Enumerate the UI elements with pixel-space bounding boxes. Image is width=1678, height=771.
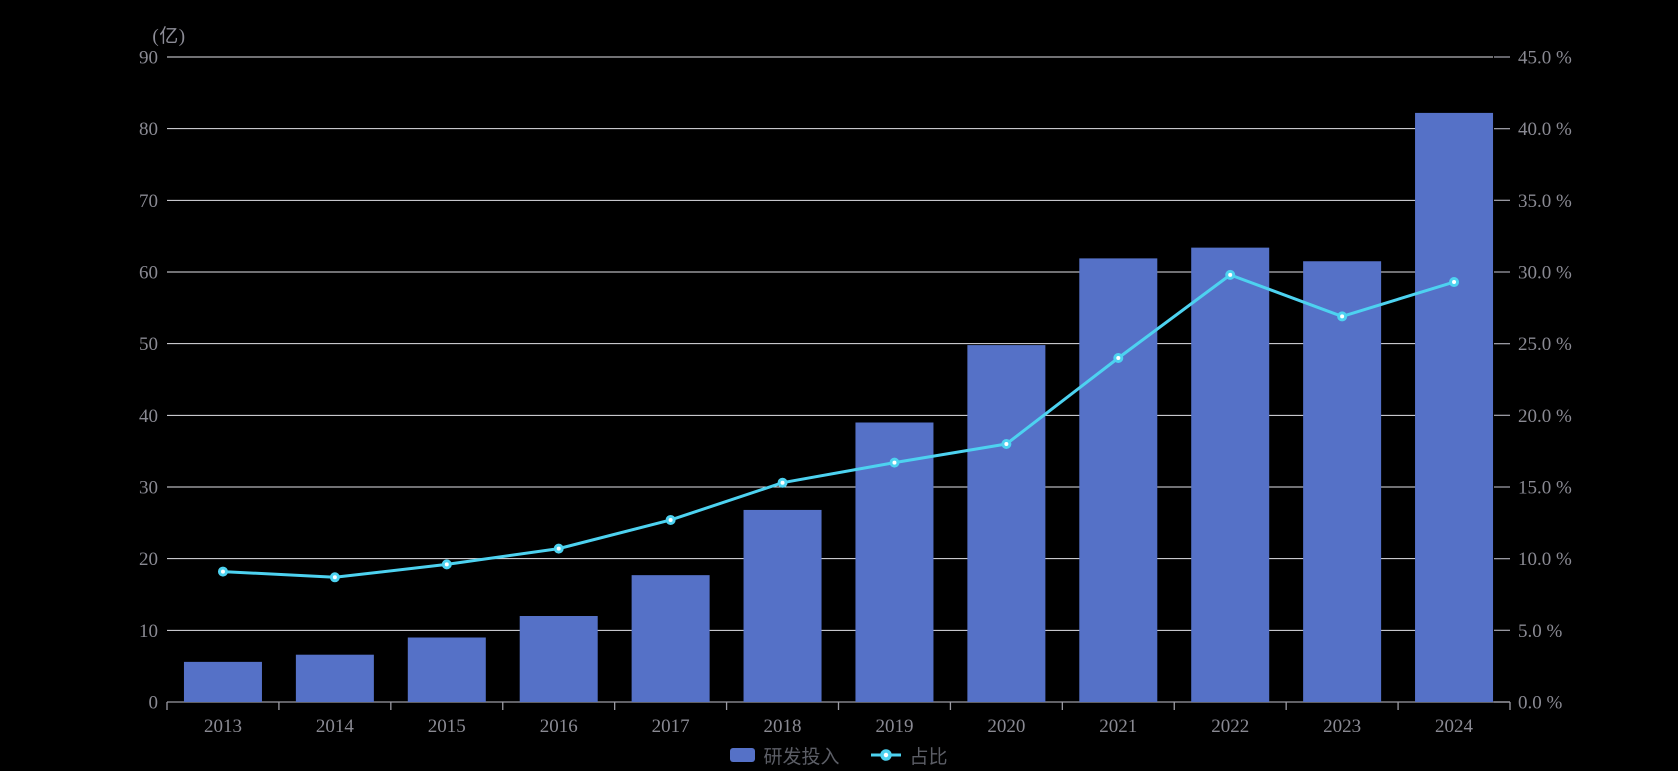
bar-2024[interactable] [1415, 112, 1494, 702]
line-point-2019[interactable] [889, 457, 900, 468]
left-axis-tick-label: 90 [139, 48, 158, 69]
left-axis-tick-label: 60 [139, 263, 158, 284]
x-axis-label-2019: 2019 [875, 716, 913, 737]
bar-2013[interactable] [183, 661, 262, 702]
bar-2016[interactable] [519, 616, 598, 702]
right-axis-tick-label: 35.0 % [1518, 191, 1572, 212]
line-point-2022[interactable] [1225, 269, 1236, 280]
bar-2022[interactable] [1191, 247, 1270, 702]
left-axis-tick-label: 70 [139, 191, 158, 212]
left-axis-tick-label: 10 [139, 621, 158, 642]
legend-item-bar-series[interactable]: 研发投入 [730, 742, 840, 769]
bar-2017[interactable] [631, 575, 710, 702]
x-axis-label-2015: 2015 [428, 716, 466, 737]
line-series-path [221, 273, 1456, 579]
bar-series-swatch-icon [730, 748, 756, 762]
right-axis-tick-label: 45.0 % [1518, 48, 1572, 69]
line-point-2024[interactable] [1449, 277, 1460, 288]
right-axis-tick-label: 40.0 % [1518, 119, 1572, 140]
x-axis-label-2022: 2022 [1211, 716, 1249, 737]
bar-2019[interactable] [855, 422, 934, 703]
x-axis-label-2024: 2024 [1435, 716, 1474, 737]
bar-2021[interactable] [1079, 258, 1158, 702]
right-axis-tick-label: 30.0 % [1518, 263, 1572, 284]
right-axis-tick-label: 5.0 % [1518, 621, 1563, 642]
left-axis-unit-label: (亿) [152, 26, 186, 47]
bar-2023[interactable] [1303, 261, 1382, 702]
left-axis-tick-label: 40 [139, 406, 158, 427]
left-axis-tick-label: 30 [139, 478, 158, 499]
legend-label-line-series: 占比 [909, 746, 948, 768]
bar-2014[interactable] [295, 654, 374, 702]
x-axis-label-2013: 2013 [204, 716, 242, 737]
x-axis-label-2014: 2014 [316, 716, 355, 737]
right-axis-tick-label: 20.0 % [1518, 406, 1572, 427]
x-axis-label-2016: 2016 [540, 716, 578, 737]
legend-label-bar-series: 研发投入 [763, 746, 840, 768]
line-point-2017[interactable] [665, 514, 676, 525]
left-axis-tick-label: 80 [139, 119, 158, 140]
line-series-swatch-icon [870, 747, 902, 763]
right-axis-tick-label: 25.0 % [1518, 334, 1572, 355]
left-axis-tick-label: 20 [139, 549, 158, 570]
right-axis-tick-label: 15.0 % [1518, 478, 1572, 499]
line-point-2021[interactable] [1113, 353, 1124, 363]
x-axis-label-2017: 2017 [652, 716, 690, 737]
line-point-2015[interactable] [441, 559, 452, 570]
line-point-2016[interactable] [553, 543, 564, 554]
bar-2018[interactable] [743, 509, 822, 702]
right-axis-tick-label: 0.0 % [1518, 693, 1563, 714]
legend-item-line-series[interactable]: 占比 [870, 742, 948, 769]
legend: 研发投入 占比 [0, 742, 1678, 768]
line-point-2023[interactable] [1337, 311, 1348, 322]
line-point-2020[interactable] [1001, 439, 1012, 449]
bar-2015[interactable] [407, 637, 486, 703]
x-axis-label-2018: 2018 [764, 716, 802, 737]
left-axis-tick-label: 50 [139, 334, 158, 355]
line-point-2014[interactable] [329, 572, 340, 583]
left-axis-tick-label: 0 [149, 693, 159, 714]
line-point-2013[interactable] [217, 566, 228, 577]
x-axis-label-2021: 2021 [1099, 716, 1137, 737]
x-axis-label-2023: 2023 [1323, 716, 1361, 737]
right-axis-tick-label: 10.0 % [1518, 549, 1572, 570]
line-point-2018[interactable] [777, 477, 788, 488]
x-axis-label-2020: 2020 [987, 716, 1025, 737]
bar-2020[interactable] [967, 345, 1046, 702]
